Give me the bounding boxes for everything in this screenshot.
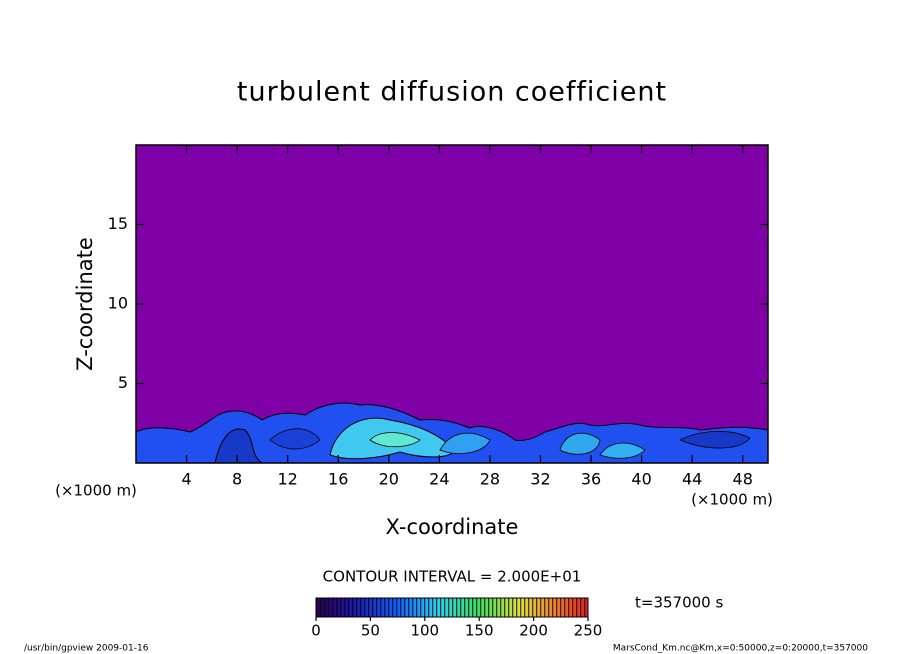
x-tick-label: 48 bbox=[733, 470, 753, 489]
colorbar-tick-label: 0 bbox=[311, 622, 321, 640]
y-axis-label: Z-coordinate bbox=[73, 237, 97, 371]
colorbar-tick-label: 250 bbox=[574, 622, 603, 640]
x-tick-label: 32 bbox=[530, 470, 550, 489]
colorbar-tick-label: 150 bbox=[465, 622, 494, 640]
contour-field bbox=[136, 402, 768, 463]
x-tick-label: 8 bbox=[232, 470, 242, 489]
chart-title: turbulent diffusion coefficient bbox=[237, 77, 667, 108]
colorbar-tick-label: 50 bbox=[361, 622, 380, 640]
x-tick-label: 16 bbox=[328, 470, 348, 489]
colorbar-frame bbox=[315, 597, 589, 618]
x-tick-label: 44 bbox=[682, 470, 702, 489]
contour-interval: CONTOUR INTERVAL = 2.000E+01 bbox=[323, 568, 582, 586]
footer-left: /usr/bin/gpview 2009-01-16 bbox=[24, 644, 149, 654]
time-label: t=357000 s bbox=[635, 594, 723, 612]
colorbar-tick-label: 200 bbox=[519, 622, 548, 640]
x-tick-label: 24 bbox=[429, 470, 449, 489]
x-tick-label: 20 bbox=[379, 470, 399, 489]
x-unit: (×1000 m) bbox=[55, 482, 137, 500]
y-tick-label: 5 bbox=[118, 373, 128, 392]
x-tick-label: 4 bbox=[181, 470, 191, 489]
footer-right: MarsCond_Km.nc@Km,x=0:50000,z=0:20000,t=… bbox=[613, 644, 868, 654]
y-tick-label: 15 bbox=[108, 214, 128, 233]
x-tick-label: 28 bbox=[480, 470, 500, 489]
y-unit: (×1000 m) bbox=[691, 491, 773, 509]
x-axis-label: X-coordinate bbox=[386, 515, 519, 539]
x-tick-label: 12 bbox=[278, 470, 298, 489]
x-tick-label: 36 bbox=[581, 470, 601, 489]
x-tick-label: 40 bbox=[631, 470, 651, 489]
plot-background bbox=[136, 145, 768, 463]
colorbar-tick-label: 100 bbox=[410, 622, 439, 640]
y-tick-label: 10 bbox=[108, 294, 128, 313]
colorbar-contours bbox=[316, 598, 588, 617]
